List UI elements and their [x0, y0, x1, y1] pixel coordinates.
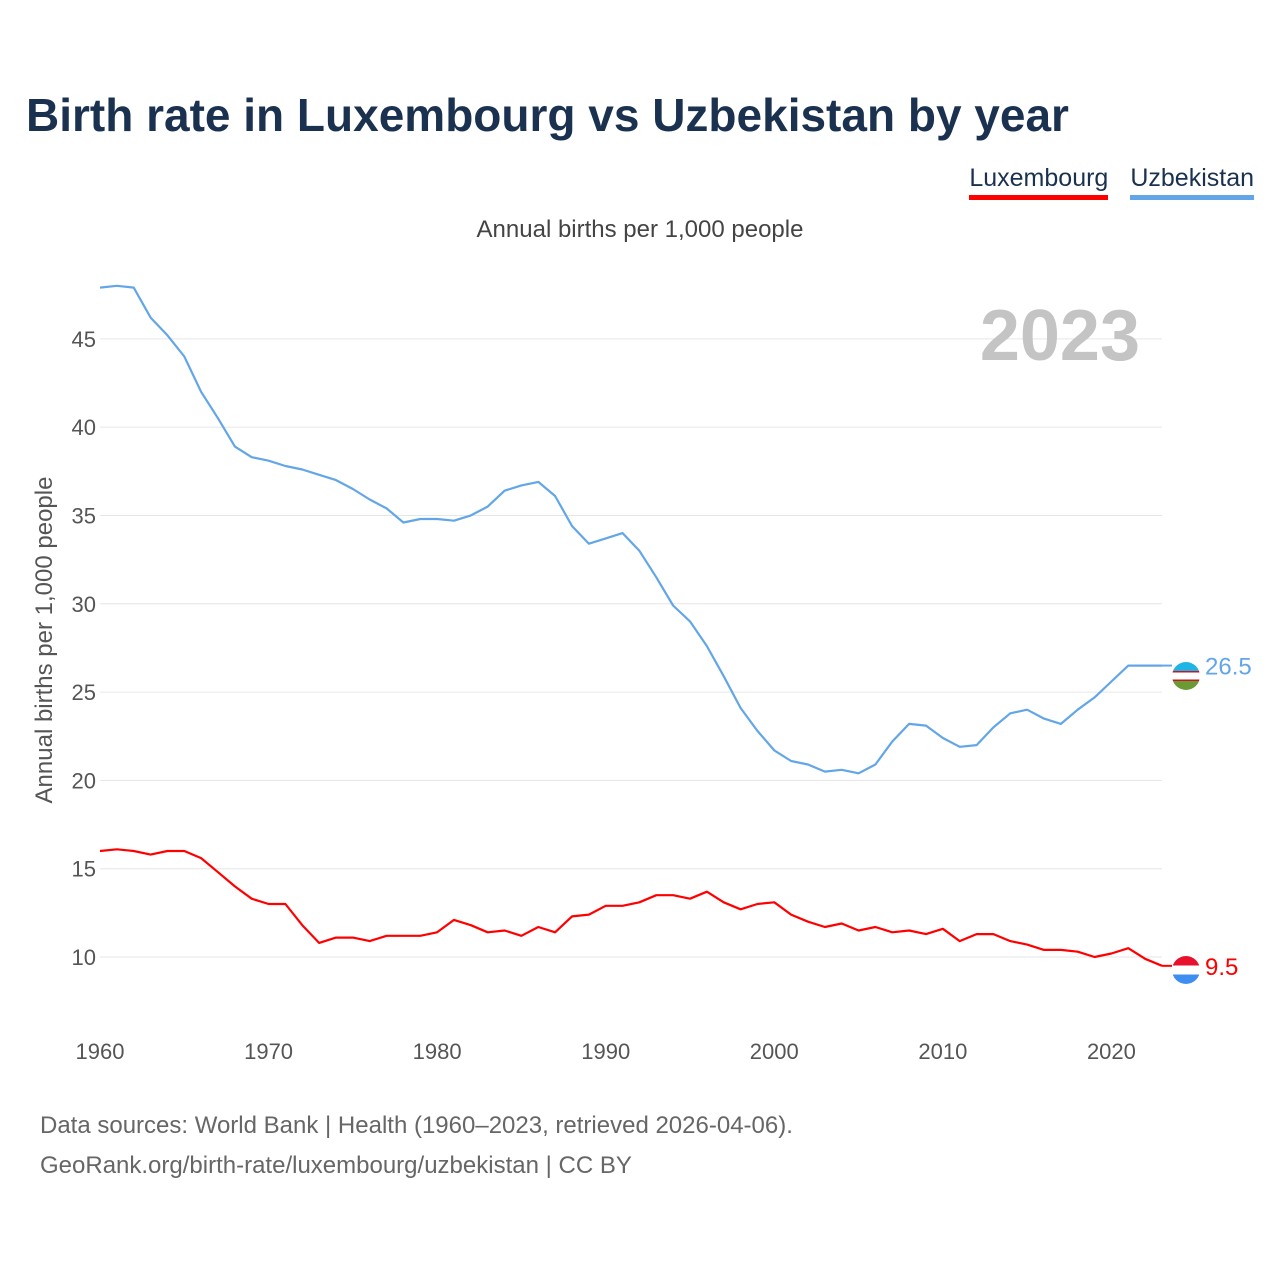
x-axis: 1960 1970 1980 1990 2000 2010 2020 — [76, 1039, 1136, 1064]
source-note: Data sources: World Bank | Health (1960–… — [40, 1106, 793, 1186]
chart-title: Birth rate in Luxembourg vs Uzbekistan b… — [26, 89, 1069, 141]
gridlines — [100, 338, 1162, 958]
series-line-uzbekistan[interactable] — [99, 284, 1162, 775]
year-label: 2023 — [980, 296, 1140, 376]
x-tick-label: 1990 — [581, 1039, 630, 1064]
legend-item-uzbekistan[interactable]: Uzbekistan — [1130, 164, 1254, 200]
end-value-uzbekistan: 26.5 — [1205, 654, 1252, 681]
x-tick-label: 1980 — [413, 1039, 462, 1064]
x-tick-label: 1960 — [76, 1039, 125, 1064]
y-axis: 10 15 20 25 30 35 40 45 — [72, 327, 96, 970]
y-tick-label: 40 — [72, 415, 96, 440]
y-tick-label: 20 — [72, 768, 96, 793]
y-tick-label: 45 — [72, 327, 96, 352]
y-tick-label: 30 — [72, 592, 96, 617]
y-axis-label: Annual births per 1,000 people — [31, 477, 58, 804]
source-url[interactable]: GeoRank.org/birth-rate/luxembourg/uzbeki… — [40, 1152, 632, 1179]
luxembourg-flag-icon — [1172, 956, 1200, 984]
legend-item-luxembourg[interactable]: Luxembourg — [969, 164, 1109, 200]
legend: Luxembourg Uzbekistan — [969, 164, 1254, 200]
uzbekistan-flag-icon — [1172, 662, 1200, 690]
y-tick-label: 10 — [72, 945, 96, 970]
x-tick-label: 2000 — [750, 1039, 799, 1064]
chart-subtitle: Annual births per 1,000 people — [476, 216, 804, 243]
x-tick-label: 2020 — [1087, 1039, 1136, 1064]
series-line-luxembourg[interactable] — [99, 848, 1163, 967]
x-tick-label: 2010 — [918, 1039, 967, 1064]
y-tick-label: 35 — [72, 503, 96, 528]
y-tick-label: 15 — [72, 857, 96, 882]
source-line: Data sources: World Bank | Health (1960–… — [40, 1112, 793, 1139]
x-tick-label: 1970 — [244, 1039, 293, 1064]
y-tick-label: 25 — [72, 680, 96, 705]
series: 26.5 9.5 — [99, 284, 1252, 981]
end-value-luxembourg: 9.5 — [1205, 954, 1238, 981]
line-chart: 2023 Annual births per 1,000 people 10 15… — [31, 284, 1252, 1064]
